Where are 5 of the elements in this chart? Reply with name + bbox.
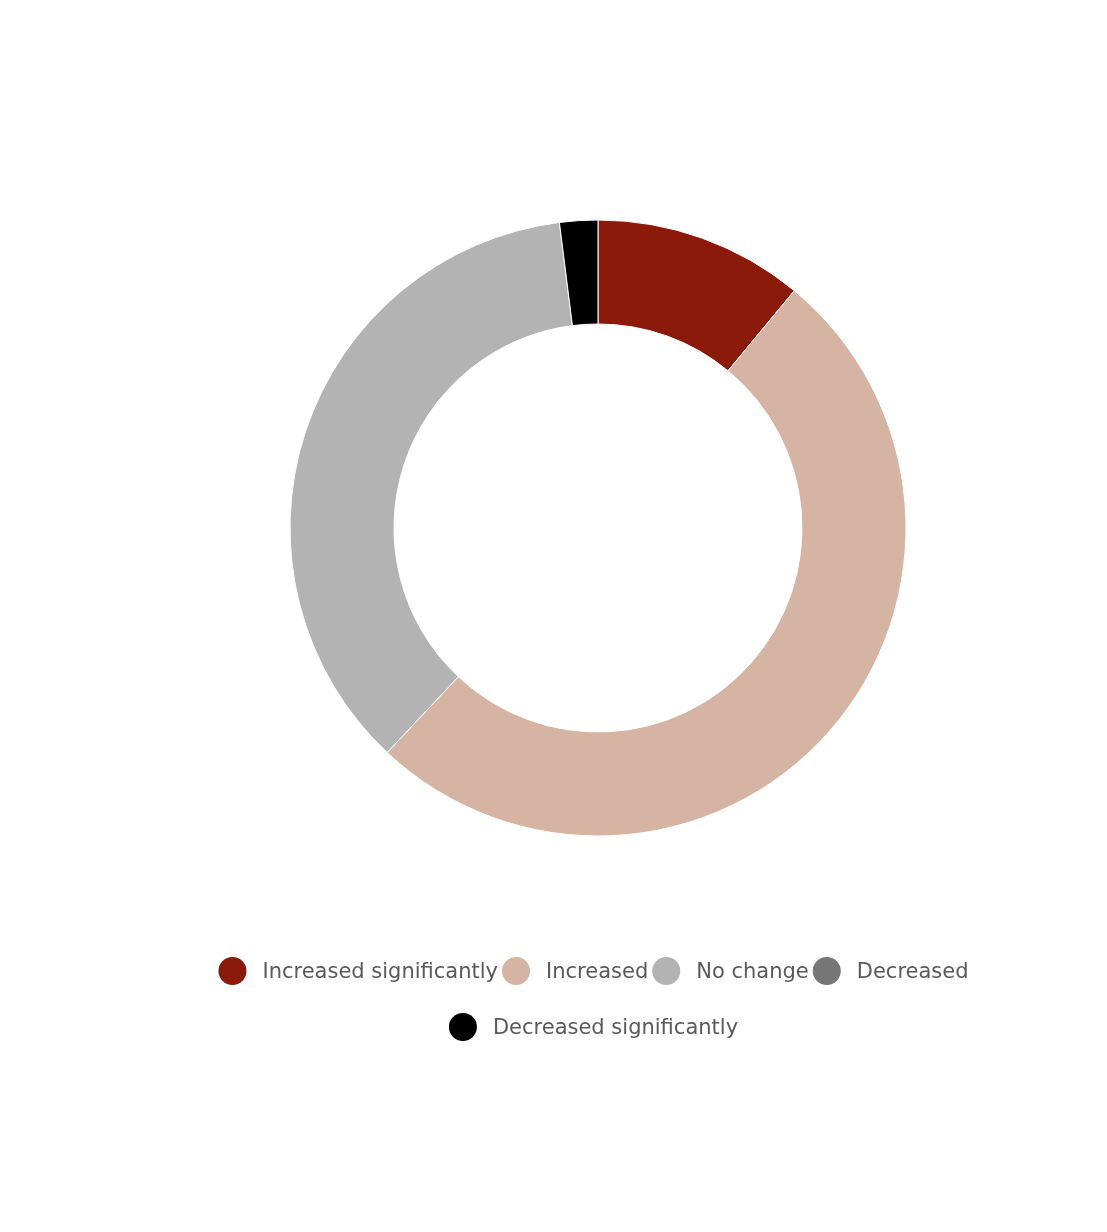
legend-label: Increased (546, 959, 649, 984)
legend-label: Increased significantly (262, 959, 499, 984)
legend-label: Decreased significantly (492, 1015, 739, 1040)
legend-label: Decreased (856, 959, 969, 984)
legend-label: No change (696, 959, 809, 984)
